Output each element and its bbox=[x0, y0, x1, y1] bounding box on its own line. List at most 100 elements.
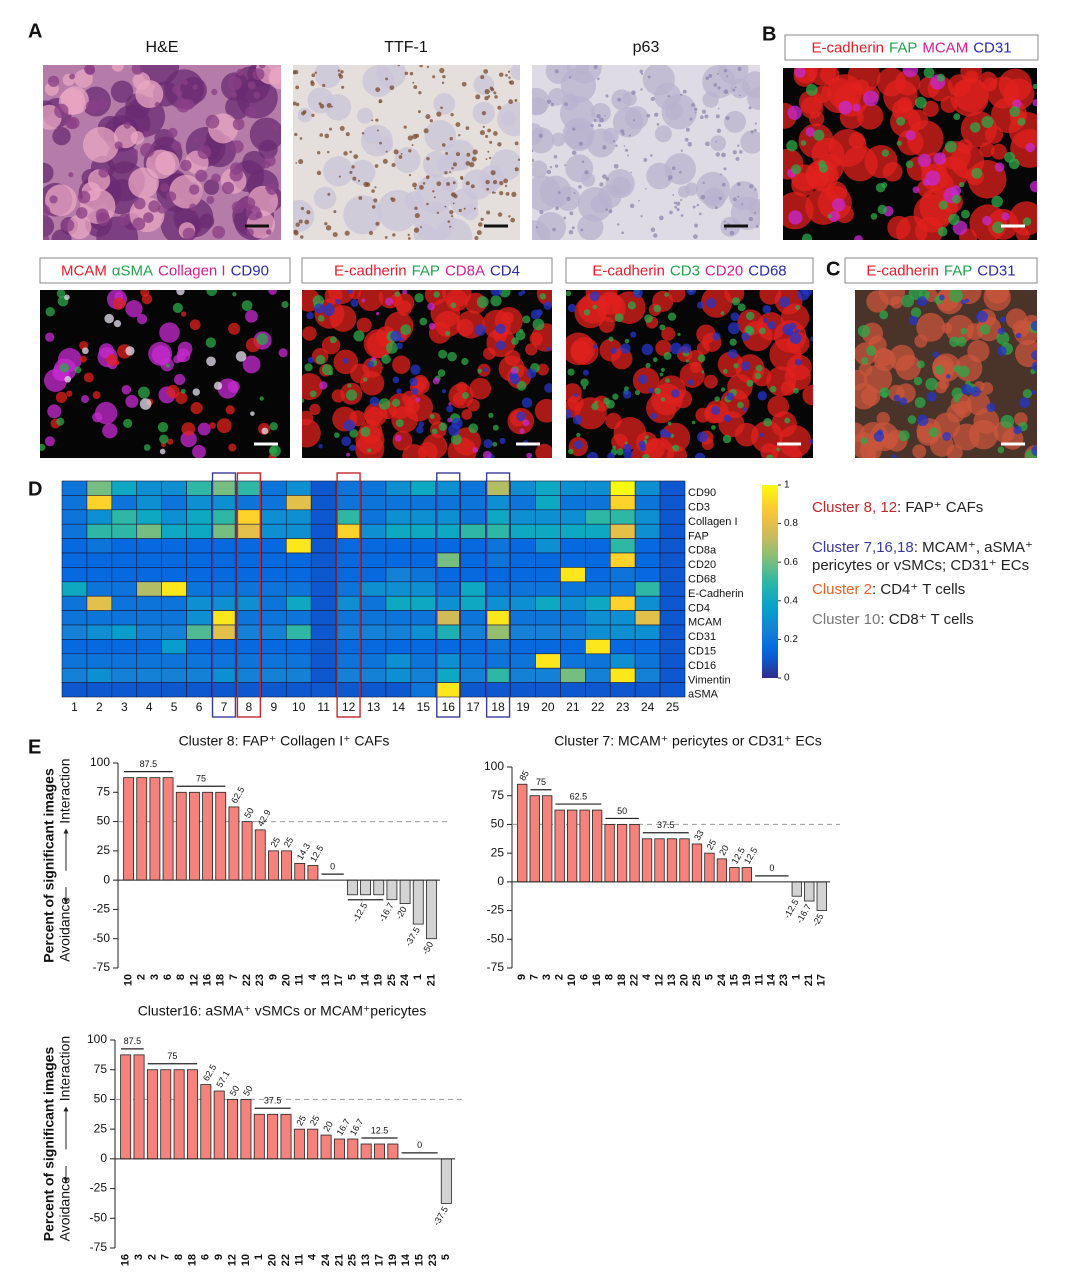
texture bbox=[723, 89, 729, 95]
texture bbox=[664, 292, 669, 297]
x-tick-label: 8 bbox=[175, 974, 187, 980]
bar bbox=[228, 806, 240, 881]
texture bbox=[313, 186, 337, 210]
texture bbox=[192, 388, 200, 396]
texture bbox=[418, 421, 425, 428]
texture bbox=[996, 331, 1010, 345]
heatmap-cell bbox=[585, 653, 611, 669]
micrograph-texture bbox=[532, 65, 760, 240]
texture bbox=[784, 363, 812, 391]
texture bbox=[485, 179, 490, 185]
texture bbox=[131, 65, 144, 75]
texture bbox=[54, 103, 69, 119]
texture bbox=[329, 127, 333, 131]
bar bbox=[616, 824, 628, 883]
heatmap-cell bbox=[61, 682, 88, 698]
texture bbox=[712, 332, 721, 341]
heatmap-cell bbox=[136, 552, 162, 568]
note-span: : CD8⁺ T cells bbox=[880, 611, 973, 628]
heatmap-cell bbox=[634, 523, 661, 539]
texture bbox=[1009, 106, 1021, 117]
texture bbox=[431, 428, 438, 435]
note: pericytes or vSMCs; CD31⁺ ECs bbox=[812, 557, 1029, 574]
x-tick-label: 15 bbox=[728, 974, 740, 986]
texture bbox=[392, 355, 411, 374]
texture bbox=[298, 158, 304, 165]
heatmap-cell bbox=[510, 480, 536, 496]
texture bbox=[447, 351, 457, 362]
texture bbox=[798, 90, 823, 115]
texture bbox=[494, 95, 498, 99]
texture bbox=[598, 317, 615, 333]
x-tick-label: 1 bbox=[791, 974, 803, 980]
heatmap-cell bbox=[310, 523, 337, 539]
y-tick-label: -75 bbox=[90, 1240, 108, 1254]
texture bbox=[726, 75, 729, 78]
texture bbox=[394, 434, 402, 442]
y-tick-label: -50 bbox=[487, 931, 505, 945]
x-tick-label: 25 bbox=[347, 1254, 359, 1266]
texture bbox=[791, 164, 802, 175]
texture bbox=[925, 377, 938, 391]
texture bbox=[659, 324, 666, 331]
x-tick-label: 20 bbox=[280, 974, 292, 986]
texture bbox=[136, 313, 148, 325]
texture bbox=[543, 301, 552, 310]
texture bbox=[74, 366, 82, 374]
heatmap-cell bbox=[560, 682, 586, 698]
texture bbox=[298, 219, 303, 224]
heatmap-cell bbox=[560, 595, 586, 611]
texture bbox=[346, 389, 358, 401]
texture bbox=[482, 367, 488, 372]
heatmap-cell bbox=[310, 667, 337, 683]
texture bbox=[854, 235, 863, 240]
texture bbox=[946, 444, 963, 458]
value-label: 62.5 bbox=[570, 791, 588, 801]
x-tick-label: 11 bbox=[753, 974, 765, 986]
texture bbox=[960, 299, 966, 305]
texture bbox=[228, 322, 241, 335]
texture bbox=[349, 170, 353, 174]
texture bbox=[554, 164, 559, 168]
texture bbox=[323, 304, 335, 317]
texture bbox=[407, 237, 411, 240]
heatmap-cell bbox=[535, 595, 561, 611]
texture bbox=[754, 372, 762, 380]
heatmap-cell bbox=[310, 624, 337, 640]
panel-label: D bbox=[28, 478, 42, 500]
texture bbox=[795, 305, 801, 311]
texture bbox=[455, 152, 461, 157]
texture bbox=[621, 132, 625, 136]
y-tick-label: -25 bbox=[487, 903, 505, 917]
texture bbox=[493, 131, 498, 136]
texture bbox=[629, 203, 635, 209]
texture bbox=[809, 438, 813, 445]
texture bbox=[442, 389, 447, 394]
texture bbox=[241, 300, 253, 311]
texture bbox=[68, 172, 74, 178]
heatmap-cell bbox=[285, 667, 312, 683]
heatmap-cell bbox=[61, 552, 88, 568]
texture bbox=[910, 307, 922, 318]
texture bbox=[474, 324, 486, 336]
texture bbox=[440, 106, 443, 110]
bar bbox=[741, 867, 753, 883]
heatmap-cell bbox=[634, 552, 661, 568]
heatmap-cell bbox=[609, 523, 636, 539]
column-label: 7 bbox=[221, 700, 228, 714]
texture bbox=[211, 88, 218, 96]
texture bbox=[363, 181, 369, 188]
texture bbox=[711, 425, 716, 430]
texture bbox=[517, 158, 520, 161]
texture bbox=[917, 153, 932, 168]
x-tick-label: 22 bbox=[241, 974, 253, 986]
heatmap-cell bbox=[435, 509, 462, 525]
heatmap-cell bbox=[335, 552, 362, 568]
texture bbox=[449, 210, 454, 215]
texture bbox=[43, 215, 55, 238]
value-label: 25 bbox=[282, 835, 296, 849]
texture bbox=[665, 431, 672, 438]
heatmap-cell bbox=[585, 509, 611, 525]
texture bbox=[680, 198, 683, 202]
texture bbox=[748, 184, 754, 189]
